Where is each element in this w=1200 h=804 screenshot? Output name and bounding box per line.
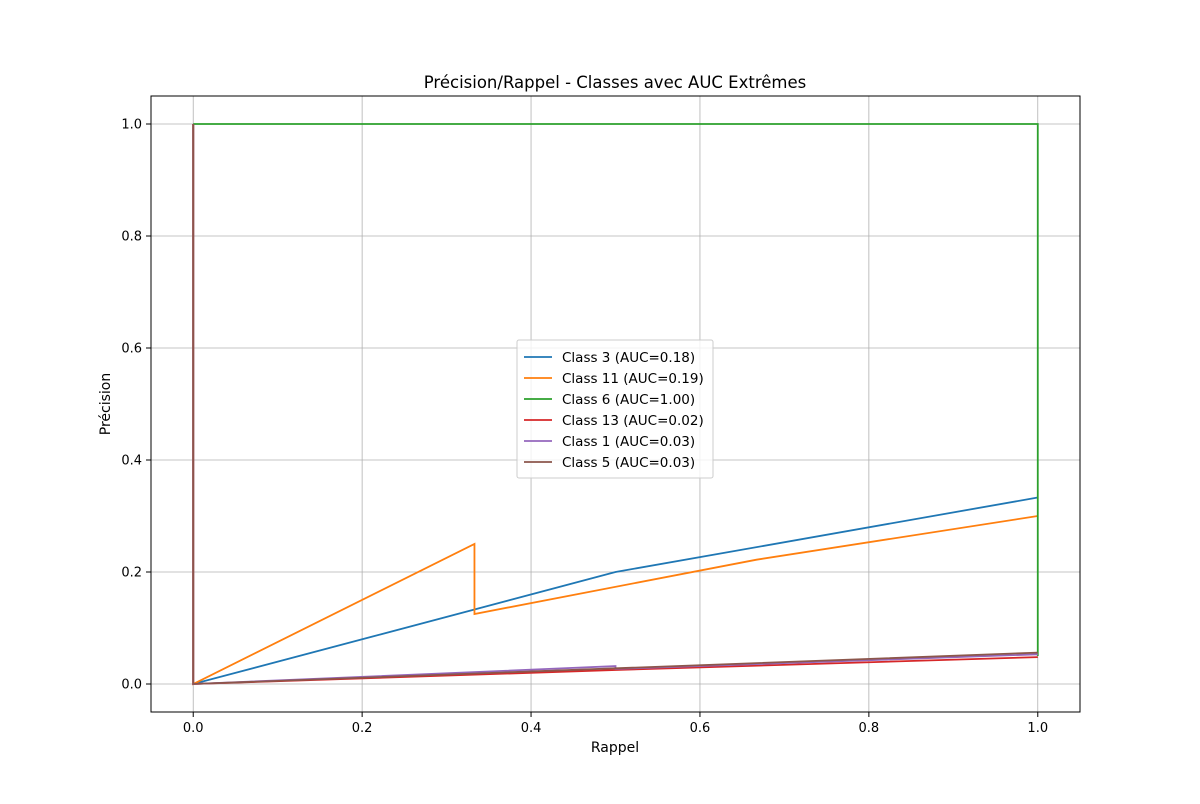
y-tick-label: 0.2: [121, 566, 142, 581]
legend-entry: Class 1 (AUC=0.03): [562, 434, 695, 450]
legend: Class 3 (AUC=0.18) Class 11 (AUC=0.19) Cla…: [516, 339, 714, 479]
legend-entry: Class 5 (AUC=0.03): [562, 455, 695, 471]
x-tick-label: 0.4: [521, 721, 542, 736]
legend-entry: Class 3 (AUC=0.18): [562, 350, 695, 366]
y-tick-label: 0.4: [121, 454, 142, 469]
legend-entry: Class 6 (AUC=1.00): [562, 392, 695, 408]
legend-entry: Class 11 (AUC=0.19): [562, 371, 704, 387]
plot-area-frame: [150, 95, 1081, 713]
y-tick-label: 0.8: [121, 230, 142, 245]
y-tick-label: 0.6: [121, 342, 142, 357]
x-tick-label: 0.6: [690, 721, 711, 736]
series-layer: [192, 123, 1039, 686]
y-axis-label: Précision: [98, 373, 114, 435]
x-tick-label: 1.0: [1027, 721, 1048, 736]
legend-box: [516, 339, 714, 479]
chart-title: Précision/Rappel - Classes avec AUC Extr…: [424, 73, 806, 92]
series-line-3: [193, 123, 1039, 656]
x-tick-label: 0.8: [859, 721, 880, 736]
legend-entry: Class 13 (AUC=0.02): [562, 413, 704, 429]
x-tick-label: 0.2: [352, 721, 373, 736]
ticks-layer: 0.0 0.2 0.4 0.6 0.8 1.0 0.0 0.2 0.4 0.6 0.8 1.0: [121, 118, 1048, 737]
series-line-6: [192, 124, 1038, 685]
y-tick-label: 0.0: [121, 678, 142, 693]
x-tick-label: 0.0: [183, 721, 204, 736]
x-axis-label: Rappel: [591, 740, 639, 756]
y-tick-label: 1.0: [121, 118, 142, 133]
